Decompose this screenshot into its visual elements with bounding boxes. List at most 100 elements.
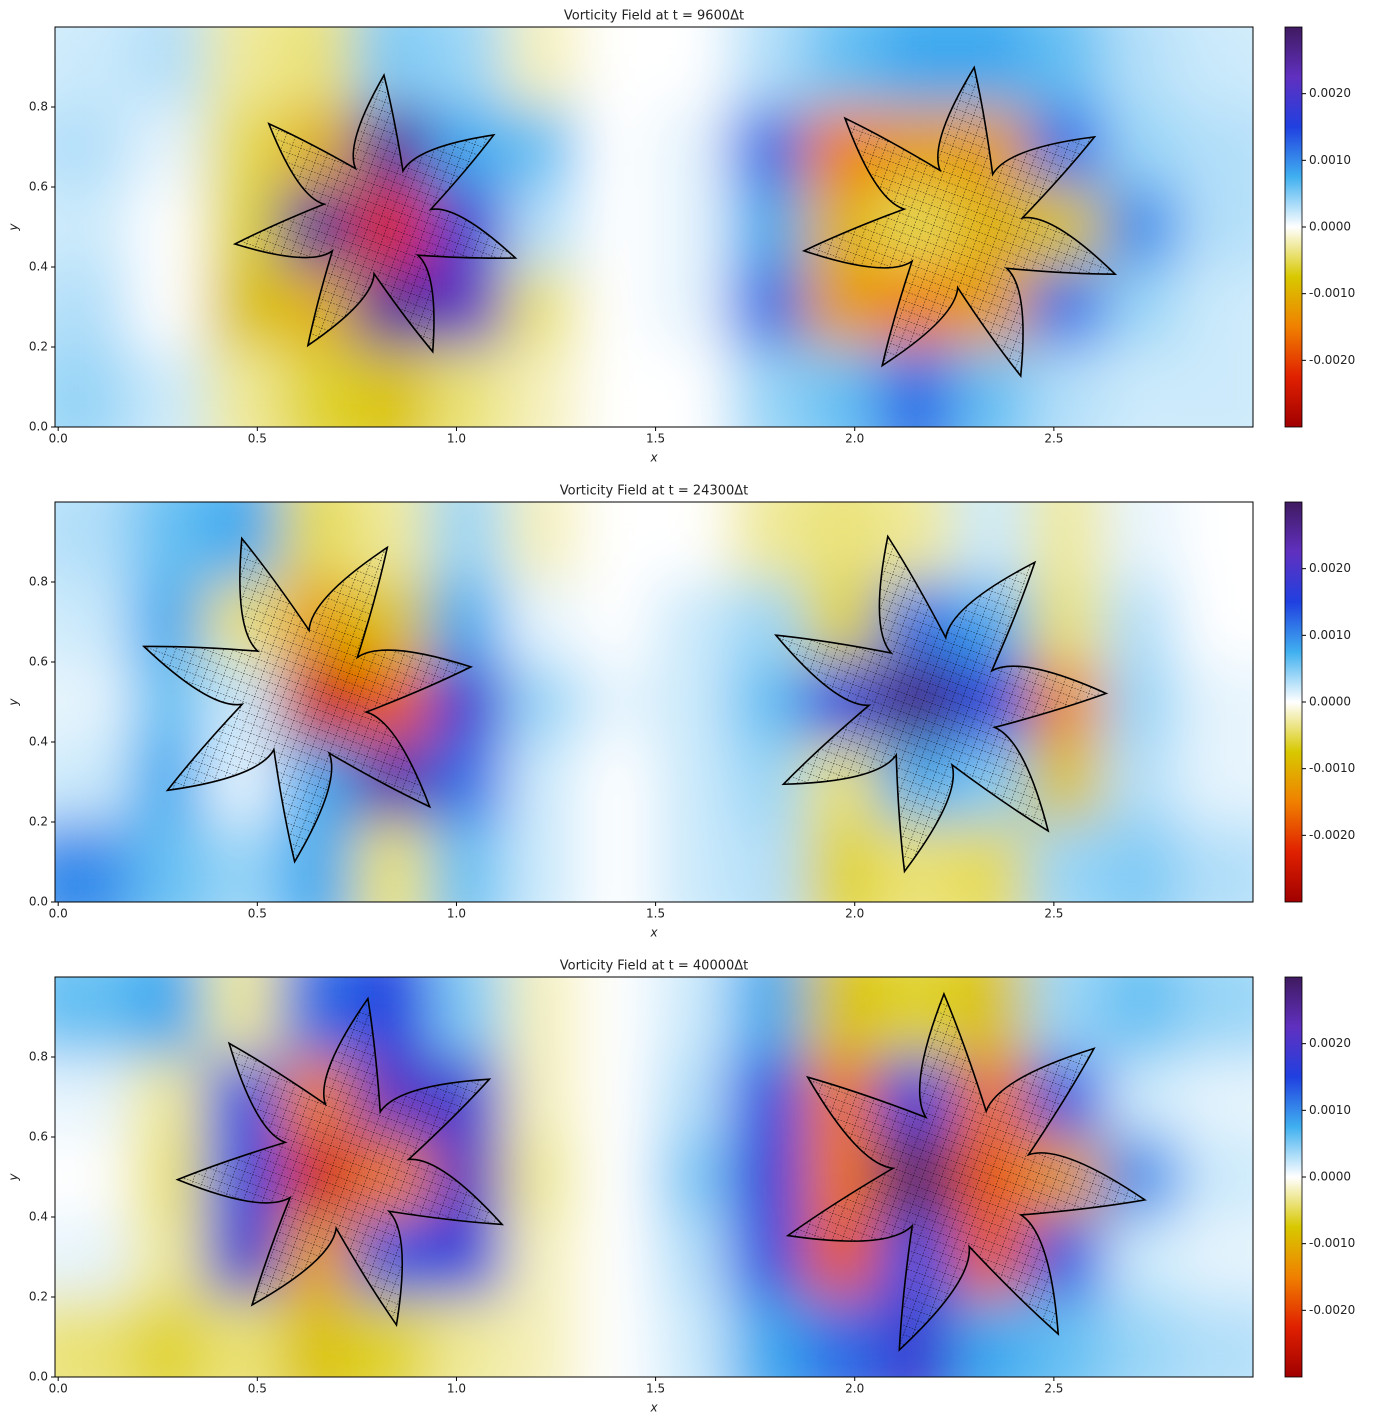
heatmap-cell [803,1297,880,1377]
heatmap-cell [1103,1217,1180,1298]
heatmap-cell [803,502,880,583]
heatmap-cell [579,977,655,1058]
heatmap-cell [579,27,655,108]
heatmap-cell [579,582,655,663]
heatmap-cell [654,822,730,902]
heatmap-cell [55,267,131,348]
y-tick-label: 0.6 [29,180,48,194]
x-tick-label: 0.5 [248,1382,267,1396]
heatmap-cell [1178,822,1253,902]
heatmap-cell [1103,582,1180,663]
heatmap-cell [504,582,581,663]
heatmap-cell [654,107,730,188]
heatmap-cell [129,1217,206,1298]
colorbar [1284,501,1303,903]
heatmap-cell [1178,662,1253,743]
heatmap-cell [654,742,730,823]
heatmap-cell [878,347,955,427]
heatmap-cell [279,1297,356,1377]
heatmap-cell [129,187,206,268]
x-tick-label: 1.5 [646,1382,665,1396]
x-tick-label: 2.0 [845,1382,864,1396]
colorbar-tick-label: 0.0010 [1309,1103,1351,1117]
heatmap-cell [279,347,356,427]
heatmap-cell [728,27,805,108]
y-axis-label: y [7,698,21,707]
heatmap-cell [504,187,581,268]
panel: 0.0 0.5 1.0 1.5 2.0 2.5 0.0 0.2 0.4 0.6 0.8 Vortici… [7,9,1356,465]
colorbar-tick-label: 0.0010 [1309,628,1351,642]
colorbar-tick-label: 0.0020 [1309,1036,1351,1050]
heatmap-cell [579,1217,655,1298]
heatmap-cell [728,347,805,427]
heatmap [55,27,1253,427]
y-tick-label: 0.6 [29,1130,48,1144]
heatmap-cell [55,27,131,108]
heatmap-cell [504,27,581,108]
heatmap-cell [429,742,506,823]
heatmap-cell [55,1297,131,1377]
colorbar-tick-label: 0.0000 [1309,220,1351,234]
x-tick-label: 0.0 [49,432,68,446]
heatmap-cell [429,582,506,663]
colorbar-tick-label: 0.0020 [1309,86,1351,100]
heatmap-cell [504,822,581,902]
y-axis-label: y [7,1173,21,1182]
y-tick-label: 0.8 [29,575,48,589]
heatmap-cell [129,347,206,427]
heatmap-cell [429,347,506,427]
heatmap-cell [1028,502,1105,583]
heatmap-cell [429,27,506,108]
heatmap-cell [728,107,805,188]
heatmap-cell [1028,977,1105,1058]
heatmap-cell [55,582,131,663]
heatmap-cell [1103,822,1180,902]
heatmap-cell [354,27,431,108]
y-tick-label: 0.4 [29,735,48,749]
heatmap-cell [579,107,655,188]
heatmap-cell [1103,502,1180,583]
heatmap-cell [728,977,805,1058]
heatmap-cell [204,267,281,348]
heatmap-cell [654,977,730,1058]
heatmap-cell [579,742,655,823]
heatmap-cell [878,27,955,108]
heatmap-cell [579,347,655,427]
heatmap-cell [654,1297,730,1377]
heatmap-cell [953,822,1030,902]
x-tick-label: 2.0 [845,432,864,446]
colorbar-tick-label: -0.0020 [1309,353,1355,367]
chart-title: Vorticity Field at t = 24300Δt [560,484,749,499]
heatmap-cell [129,27,206,108]
heatmap-cell [728,822,805,902]
heatmap-cell [654,502,730,583]
body [773,534,1109,874]
body [175,996,505,1327]
heatmap-cell [1103,662,1180,743]
heatmap-cell [803,347,880,427]
heatmap-cell [579,267,655,348]
y-tick-label: 0.0 [29,895,48,909]
heatmap-cell [1028,582,1105,663]
heatmap-cell [55,347,131,427]
y-tick-label: 0.6 [29,655,48,669]
heatmap-cell [1103,347,1180,427]
y-axis-label: y [7,223,21,232]
heatmap-cell [654,582,730,663]
heatmap-cell [55,662,131,743]
heatmap-cell [579,822,655,902]
heatmap-cell [579,187,655,268]
y-tick-label: 0.0 [29,1370,48,1384]
heatmap-cell [129,502,206,583]
heatmap-cell [504,1137,581,1218]
colorbar-tick-label: -0.0010 [1309,1236,1355,1250]
heatmap-cell [55,742,131,823]
plot-frame [54,26,1254,428]
heatmap-cell [1103,1137,1180,1218]
heatmap-cell [55,1217,131,1298]
colorbar [1284,26,1303,428]
heatmap-cell [953,502,1030,583]
colorbar-tick-label: 0.0020 [1309,561,1351,575]
heatmap-cell [803,27,880,108]
